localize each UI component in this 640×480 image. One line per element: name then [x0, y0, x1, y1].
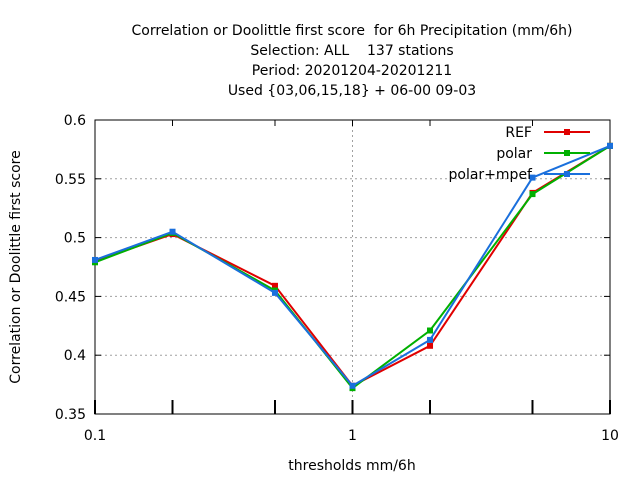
chart-subtitle-selection: Selection: ALL 137 stations	[250, 43, 454, 59]
y-tick-label: 0.55	[55, 172, 86, 188]
y-axis-label: Correlation or Doolittle first score	[8, 150, 24, 383]
data-point	[427, 327, 434, 334]
y-tick-label: 0.45	[55, 289, 86, 305]
y-tick-label: 0.5	[64, 231, 86, 247]
legend-swatch-marker	[564, 171, 570, 177]
data-point	[271, 289, 278, 296]
x-tick-label: 1	[348, 428, 357, 444]
y-tick-label: 0.4	[64, 348, 86, 364]
legend-label: polar	[496, 146, 532, 162]
y-tick-label: 0.6	[64, 113, 86, 129]
axis-ticks: 0.35 0.4 0.45 0.5 0.55 0.6 0.1 1 10	[55, 113, 619, 444]
y-tick-label: 0.35	[55, 407, 86, 423]
data-point	[427, 342, 434, 349]
x-axis-label: thresholds mm/6h	[288, 458, 415, 474]
series-group	[92, 142, 613, 392]
data-point	[529, 191, 536, 198]
legend-label: polar+mpef	[449, 167, 534, 183]
x-tick-label: 0.1	[84, 428, 106, 444]
data-point	[169, 228, 176, 235]
series-polar-mpef	[92, 142, 613, 389]
grid	[95, 120, 610, 414]
chart-subtitle-used: Used {03,06,15,18} + 06-00 09-03	[227, 83, 477, 99]
data-point	[349, 382, 356, 389]
legend: REF polar polar+mpef	[449, 125, 590, 183]
chart-subtitle-period: Period: 20201204-20201211	[251, 63, 453, 79]
chart-title: Correlation or Doolittle first score for…	[131, 23, 573, 39]
data-point	[271, 282, 278, 289]
x-tick-label: 10	[601, 428, 619, 444]
data-point	[427, 336, 434, 343]
legend-swatch-marker	[564, 150, 570, 156]
legend-swatch-marker	[564, 129, 570, 135]
data-point	[607, 142, 613, 149]
data-point	[92, 256, 98, 263]
data-point	[529, 174, 536, 181]
legend-label: REF	[505, 125, 532, 141]
